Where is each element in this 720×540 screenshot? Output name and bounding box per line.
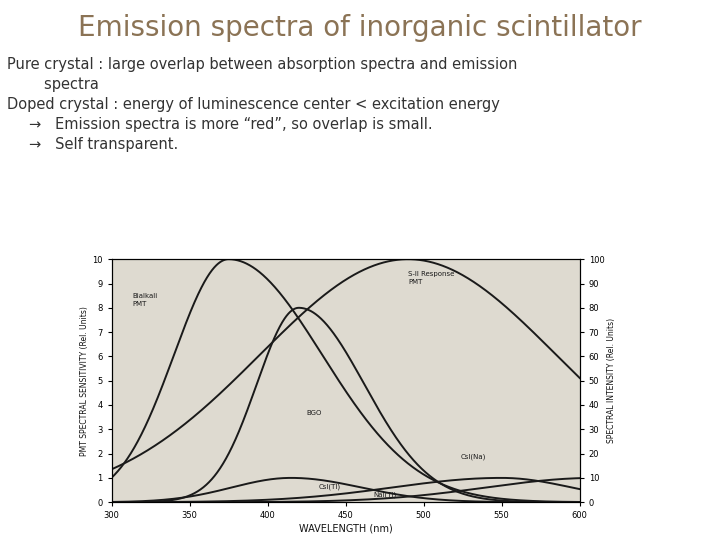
Text: Pure crystal : large overlap between absorption spectra and emission: Pure crystal : large overlap between abs… <box>7 57 518 72</box>
Text: CsI(Tl): CsI(Tl) <box>319 484 341 490</box>
Text: Bialkali
PMT: Bialkali PMT <box>132 293 157 307</box>
Text: →   Self transparent.: → Self transparent. <box>29 137 178 152</box>
Text: Emission spectra of inorganic scintillator: Emission spectra of inorganic scintillat… <box>78 14 642 42</box>
Text: NaI(Tl): NaI(Tl) <box>374 491 397 498</box>
Text: Doped crystal : energy of luminescence center < excitation energy: Doped crystal : energy of luminescence c… <box>7 97 500 112</box>
Text: BGO: BGO <box>307 410 322 416</box>
Text: CsI(Na): CsI(Na) <box>461 454 487 460</box>
Y-axis label: SPECTRAL INTENSITY (Rel. Units): SPECTRAL INTENSITY (Rel. Units) <box>607 318 616 443</box>
X-axis label: WAVELENGTH (nm): WAVELENGTH (nm) <box>299 523 392 533</box>
Text: →   Emission spectra is more “red”, so overlap is small.: → Emission spectra is more “red”, so ove… <box>29 117 433 132</box>
Text: S-II Response
PMT: S-II Response PMT <box>408 271 454 285</box>
Text: spectra: spectra <box>7 77 99 92</box>
Y-axis label: PMT SPECTRAL SENSITIVITY (Rel. Units): PMT SPECTRAL SENSITIVITY (Rel. Units) <box>81 306 89 456</box>
